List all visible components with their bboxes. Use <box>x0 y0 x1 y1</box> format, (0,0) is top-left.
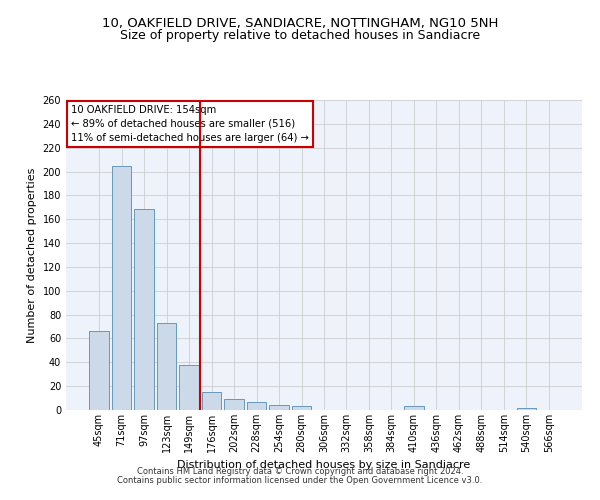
Y-axis label: Number of detached properties: Number of detached properties <box>27 168 37 342</box>
Bar <box>202 392 221 410</box>
Text: Contains HM Land Registry data © Crown copyright and database right 2024.: Contains HM Land Registry data © Crown c… <box>137 467 463 476</box>
Bar <box>224 400 244 410</box>
Text: Contains public sector information licensed under the Open Government Licence v3: Contains public sector information licen… <box>118 476 482 485</box>
X-axis label: Distribution of detached houses by size in Sandiacre: Distribution of detached houses by size … <box>178 460 470 470</box>
Bar <box>404 406 424 410</box>
Bar <box>112 166 131 410</box>
Bar <box>179 364 199 410</box>
Bar <box>292 406 311 410</box>
Text: 10 OAKFIELD DRIVE: 154sqm
← 89% of detached houses are smaller (516)
11% of semi: 10 OAKFIELD DRIVE: 154sqm ← 89% of detac… <box>71 104 309 142</box>
Text: Size of property relative to detached houses in Sandiacre: Size of property relative to detached ho… <box>120 29 480 42</box>
Bar <box>247 402 266 410</box>
Bar <box>89 332 109 410</box>
Text: 10, OAKFIELD DRIVE, SANDIACRE, NOTTINGHAM, NG10 5NH: 10, OAKFIELD DRIVE, SANDIACRE, NOTTINGHA… <box>102 18 498 30</box>
Bar <box>517 408 536 410</box>
Bar <box>269 405 289 410</box>
Bar <box>134 208 154 410</box>
Bar <box>157 323 176 410</box>
